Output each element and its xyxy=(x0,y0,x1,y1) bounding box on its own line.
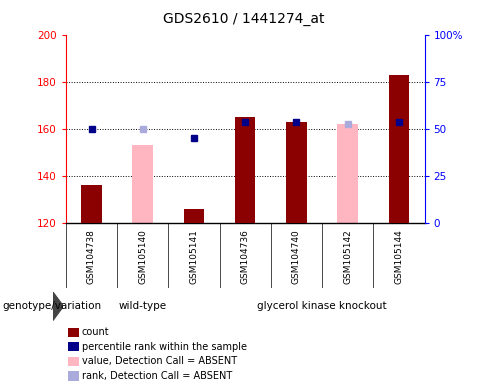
Text: percentile rank within the sample: percentile rank within the sample xyxy=(82,342,247,352)
Text: GSM105141: GSM105141 xyxy=(189,229,199,284)
Text: genotype/variation: genotype/variation xyxy=(2,301,102,311)
Text: wild-type: wild-type xyxy=(119,301,167,311)
Text: GSM105142: GSM105142 xyxy=(343,229,352,284)
Text: GSM104738: GSM104738 xyxy=(87,229,96,284)
Text: GSM105144: GSM105144 xyxy=(394,229,404,284)
Bar xyxy=(133,145,153,223)
Text: value, Detection Call = ABSENT: value, Detection Call = ABSENT xyxy=(82,356,237,366)
Polygon shape xyxy=(53,292,63,321)
Text: GDS2610 / 1441274_at: GDS2610 / 1441274_at xyxy=(163,12,325,25)
Text: GSM105140: GSM105140 xyxy=(138,229,147,284)
Text: GSM104736: GSM104736 xyxy=(241,229,250,284)
Text: GSM104740: GSM104740 xyxy=(292,229,301,284)
Text: count: count xyxy=(82,327,110,337)
Bar xyxy=(235,117,256,223)
Bar xyxy=(338,124,358,223)
Bar xyxy=(184,209,204,223)
Bar xyxy=(286,122,307,223)
Text: glycerol kinase knockout: glycerol kinase knockout xyxy=(257,301,387,311)
Bar xyxy=(81,185,102,223)
Text: rank, Detection Call = ABSENT: rank, Detection Call = ABSENT xyxy=(82,371,232,381)
Bar xyxy=(389,74,409,223)
